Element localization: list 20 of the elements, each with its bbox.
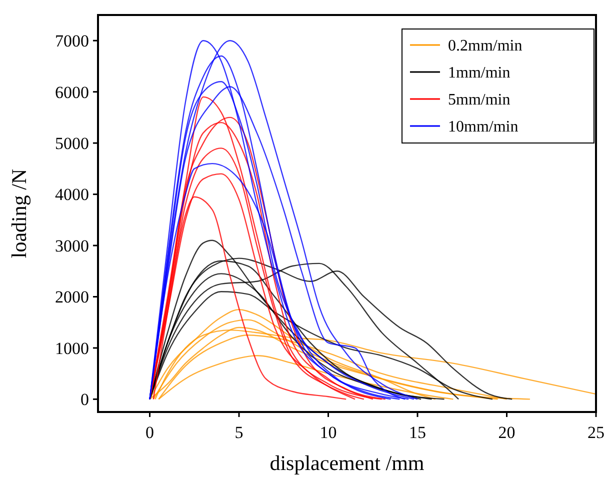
x-axis-title: displacement /mm <box>270 451 424 475</box>
legend-label: 10mm/min <box>448 118 518 136</box>
y-tick-label: 1000 <box>55 338 89 358</box>
x-tick-label: 25 <box>588 423 604 442</box>
x-tick-label: 15 <box>409 423 426 442</box>
x-tick-label: 0 <box>146 423 154 442</box>
legend-label: 5mm/min <box>448 92 510 109</box>
x-tick-label: 5 <box>234 423 244 442</box>
y-tick-label: 0 <box>80 390 89 410</box>
y-tick-label: 5000 <box>55 134 89 154</box>
y-tick-label: 3000 <box>55 236 89 256</box>
y-tick-label: 7000 <box>55 32 89 51</box>
legend-label: 1mm/min <box>448 64 510 82</box>
y-tick-label: 6000 <box>55 82 89 102</box>
y-axis-title: loading /N <box>7 168 31 258</box>
legend-label: 0.2mm/min <box>448 38 522 55</box>
y-tick-label: 4000 <box>55 185 89 204</box>
x-tick-label: 20 <box>498 423 516 442</box>
y-tick-label: 2000 <box>55 288 89 307</box>
x-tick-label: 10 <box>320 423 337 442</box>
